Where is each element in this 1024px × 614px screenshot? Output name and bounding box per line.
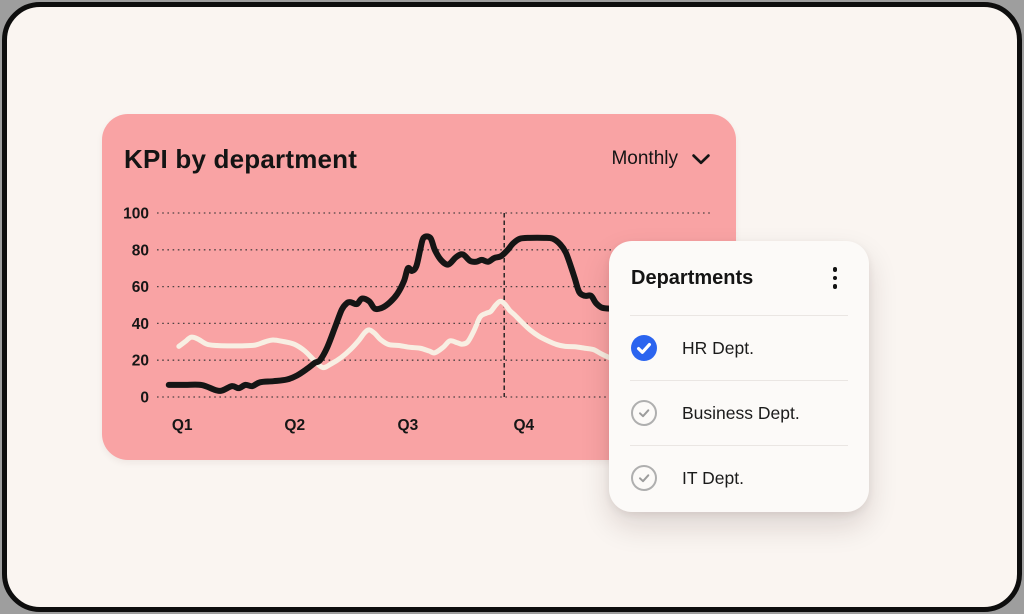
y-axis-tick-label: 80	[132, 242, 149, 259]
department-item-business[interactable]: Business Dept.	[609, 381, 869, 445]
card-header: KPI by department Monthly	[124, 138, 710, 180]
department-item-label: IT Dept.	[682, 467, 744, 488]
department-item-hr[interactable]: HR Dept.	[609, 316, 869, 380]
x-axis-tick-label: Q3	[398, 417, 419, 434]
department-item-label: Business Dept.	[682, 402, 800, 423]
y-axis-tick-label: 60	[132, 279, 149, 296]
x-axis-tick-label: Q4	[513, 417, 534, 434]
departments-popover: Departments HR Dept. Business Dept.	[609, 241, 869, 512]
y-axis-tick-label: 20	[132, 353, 149, 370]
checkbox-checked-icon[interactable]	[631, 335, 657, 361]
department-item-label: HR Dept.	[682, 337, 754, 358]
x-axis-tick-label: Q1	[172, 417, 193, 434]
chevron-down-icon	[692, 153, 710, 164]
department-item-it[interactable]: IT Dept.	[609, 446, 869, 510]
series-black-line	[165, 233, 629, 394]
divider	[630, 445, 848, 446]
period-dropdown-label: Monthly	[611, 148, 678, 169]
card-title: KPI by department	[124, 143, 358, 174]
series-cream-line	[176, 298, 628, 371]
y-axis-tick-label: 40	[132, 316, 149, 333]
y-axis-tick-label: 0	[140, 390, 149, 407]
checkbox-unchecked-icon[interactable]	[631, 400, 657, 426]
kpi-line-chart: 0 20 40 60 80 100 Q1 Q2 Q3 Q4	[123, 206, 710, 434]
popover-title: Departments	[631, 266, 754, 289]
divider	[630, 380, 848, 381]
popover-header: Departments	[609, 241, 869, 315]
y-axis-tick-label: 100	[123, 206, 149, 223]
x-axis-tick-label: Q2	[284, 417, 305, 434]
divider	[630, 315, 848, 316]
checkbox-unchecked-icon[interactable]	[631, 465, 657, 491]
kebab-menu-icon[interactable]	[829, 263, 842, 293]
period-dropdown[interactable]: Monthly	[611, 148, 710, 170]
